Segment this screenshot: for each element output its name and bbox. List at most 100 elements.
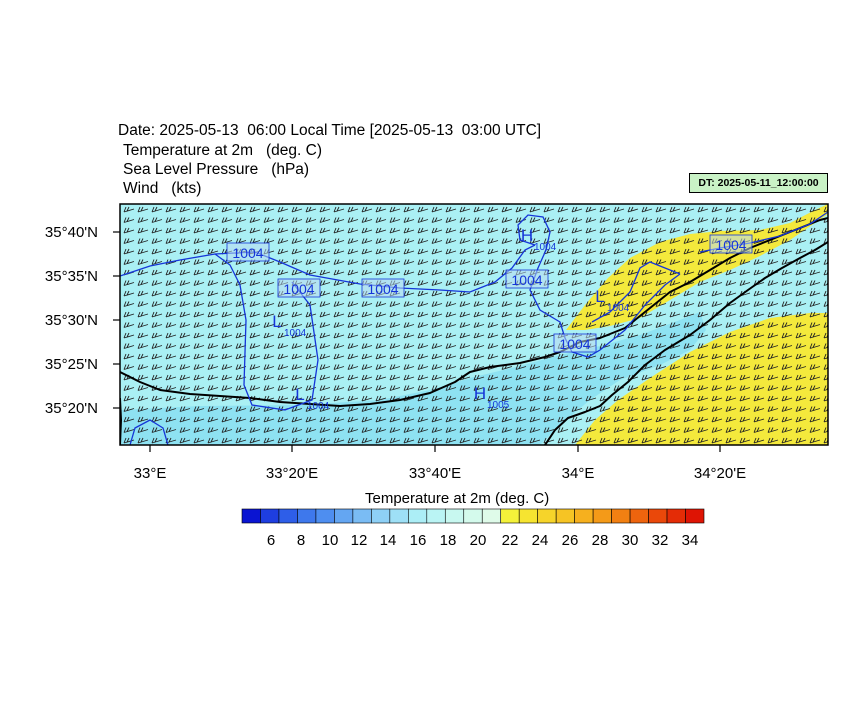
colorbar-tick-label: 24 bbox=[532, 532, 549, 549]
wind-barb bbox=[137, 385, 149, 391]
wind-barb bbox=[655, 248, 667, 255]
wind-barb bbox=[515, 437, 527, 444]
wind-barb bbox=[347, 385, 359, 391]
wind-barb bbox=[123, 353, 135, 360]
wind-barb bbox=[697, 280, 709, 286]
wind-barb bbox=[305, 248, 317, 255]
wind-barb bbox=[403, 343, 415, 349]
wind-barb bbox=[389, 427, 401, 433]
wind-barb bbox=[319, 406, 331, 412]
wind-barb bbox=[571, 395, 583, 402]
wind-barb bbox=[319, 238, 331, 244]
wind-barb bbox=[291, 238, 303, 244]
wind-barb bbox=[193, 332, 205, 339]
wind-barb bbox=[655, 427, 667, 433]
wind-barb bbox=[459, 427, 471, 433]
wind-barb bbox=[739, 280, 751, 286]
wind-barb bbox=[641, 238, 653, 244]
wind-barb bbox=[431, 437, 443, 444]
wind-barb bbox=[179, 332, 191, 339]
wind-barb bbox=[795, 311, 807, 318]
wind-barb bbox=[571, 227, 583, 234]
wind-barb bbox=[263, 206, 275, 213]
wind-barb bbox=[361, 332, 373, 339]
wind-barb bbox=[277, 395, 289, 402]
colorbar-tick-label: 30 bbox=[622, 532, 639, 549]
wind-barb bbox=[473, 374, 485, 381]
wind-barb bbox=[445, 374, 457, 381]
wind-barb bbox=[165, 416, 177, 423]
wind-barb bbox=[263, 311, 275, 318]
wind-barb bbox=[403, 437, 415, 444]
wind-barb bbox=[529, 290, 541, 297]
wind-barb bbox=[501, 343, 513, 349]
wind-barb bbox=[459, 301, 471, 307]
wind-barb bbox=[179, 227, 191, 234]
wind-barb bbox=[557, 353, 569, 360]
wind-barb bbox=[487, 311, 499, 318]
wind-barb bbox=[431, 280, 443, 286]
wind-barb bbox=[361, 269, 373, 276]
wind-barb bbox=[305, 395, 317, 402]
wind-barb bbox=[487, 437, 499, 444]
wind-barb bbox=[669, 238, 681, 244]
wind-barb bbox=[795, 406, 807, 412]
wind-barb bbox=[319, 416, 331, 423]
colorbar-tick-label: 16 bbox=[410, 532, 427, 549]
wind-barb bbox=[557, 406, 569, 412]
wind-barb bbox=[137, 301, 149, 307]
wind-barb bbox=[151, 248, 163, 255]
lat-tick-label: 35°35'N bbox=[45, 268, 98, 285]
wind-barb bbox=[585, 206, 597, 213]
wind-barb bbox=[445, 322, 457, 328]
wind-barb bbox=[557, 301, 569, 307]
wind-barb bbox=[417, 269, 429, 276]
wind-barb bbox=[151, 406, 163, 412]
wind-barb bbox=[585, 227, 597, 234]
wind-barb bbox=[277, 248, 289, 255]
wind-barb bbox=[333, 385, 345, 391]
wind-barb bbox=[627, 395, 639, 402]
wind-barb bbox=[375, 332, 387, 339]
wind-barb bbox=[515, 290, 527, 297]
wind-barb bbox=[347, 322, 359, 328]
wind-barb bbox=[235, 416, 247, 423]
wind-barb bbox=[375, 238, 387, 244]
isobar-value-label: 1004 bbox=[226, 242, 270, 262]
wind-barb bbox=[319, 217, 331, 223]
wind-barb bbox=[445, 238, 457, 244]
wind-barb bbox=[655, 364, 667, 370]
wind-barb bbox=[669, 395, 681, 402]
colorbar-swatch bbox=[574, 508, 594, 524]
wind-barb bbox=[515, 353, 527, 360]
wind-barb bbox=[305, 322, 317, 328]
wind-barb bbox=[571, 322, 583, 328]
wind-barb bbox=[375, 206, 387, 213]
wind-barb bbox=[739, 217, 751, 223]
wind-barb bbox=[319, 259, 331, 265]
wind-barb bbox=[739, 416, 751, 423]
wind-barb bbox=[767, 385, 779, 391]
wind-barb bbox=[725, 406, 737, 412]
wind-barb bbox=[151, 259, 163, 265]
wind-barb bbox=[585, 322, 597, 328]
wind-barb bbox=[193, 290, 205, 297]
wind-barb bbox=[753, 206, 765, 213]
wind-barb bbox=[277, 301, 289, 307]
wind-barb bbox=[473, 206, 485, 213]
wind-barb bbox=[585, 364, 597, 370]
wind-barb bbox=[669, 259, 681, 265]
wind-barb bbox=[795, 395, 807, 402]
wind-barb bbox=[585, 301, 597, 307]
wind-barb bbox=[571, 437, 583, 444]
wind-barb bbox=[711, 227, 723, 234]
wind-barb bbox=[459, 343, 471, 349]
wind-barb bbox=[515, 364, 527, 370]
wind-barb bbox=[291, 269, 303, 276]
wind-barb bbox=[795, 385, 807, 391]
wind-barb bbox=[613, 259, 625, 265]
wind-barb bbox=[193, 238, 205, 244]
wind-barb bbox=[221, 437, 233, 444]
wind-barb bbox=[809, 353, 821, 360]
wind-barb bbox=[725, 353, 737, 360]
